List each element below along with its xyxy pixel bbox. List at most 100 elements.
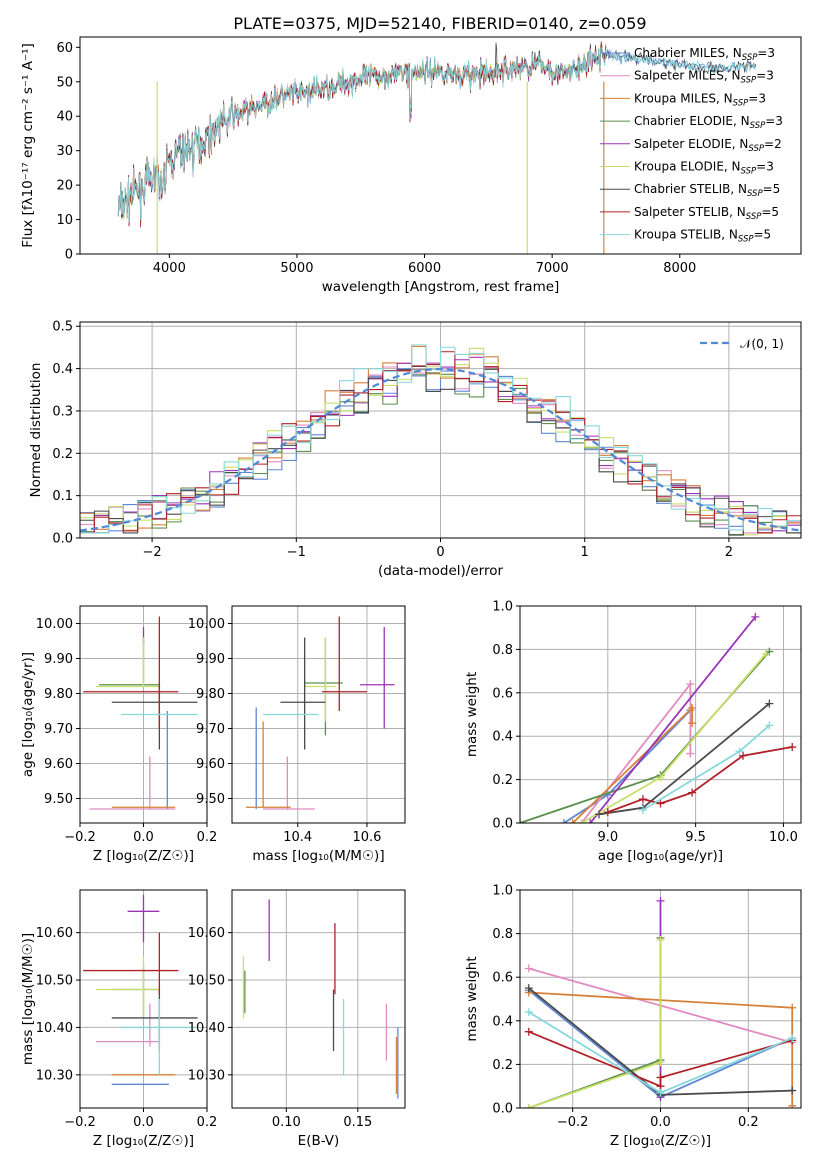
normal-curve — [80, 367, 801, 532]
x-tick-label: 0.0 — [133, 1115, 154, 1130]
legend-label: Kroupa MILES, NSSP=3 — [634, 91, 766, 108]
weight-marker — [751, 612, 760, 621]
y-tick-label: 0.8 — [492, 643, 513, 658]
y-tick-label: 0.5 — [52, 320, 73, 335]
chart-title: PLATE=0375, MJD=52140, FIBERID=0140, z=0… — [233, 14, 646, 33]
x-tick-label: 0.0 — [133, 830, 154, 845]
y-tick-label: 0.0 — [492, 817, 513, 832]
axes-frame — [79, 321, 802, 539]
y-tick-label: 0.4 — [52, 362, 73, 377]
axes-frame — [79, 605, 208, 824]
histogram-step — [80, 347, 801, 536]
x-axis-label: Z [log₁₀(Z/Z☉)] — [93, 1133, 194, 1149]
x-tick-label: 4000 — [153, 261, 186, 276]
plot-area — [117, 41, 757, 254]
weight-marker — [688, 788, 697, 797]
weight-marker — [524, 984, 533, 993]
x-tick-label: 0.2 — [738, 1115, 759, 1130]
weight-marker — [688, 703, 697, 712]
panel-spectrum: 4000 5000 6000 7000 8000 0 10 20 30 40 50 60 wavelen… — [20, 36, 802, 295]
x-tick-label: 5000 — [280, 261, 313, 276]
weight-marker — [788, 1003, 797, 1012]
axes-frame — [231, 605, 406, 824]
x-tick-label: 7000 — [536, 261, 569, 276]
y-tick-label: 20 — [56, 179, 73, 194]
panel-age-vs-mass: 10.4 10.6 9.50 9.60 9.70 9.80 9.90 10.00 mass [l… — [188, 605, 406, 864]
y-tick-label: 10.00 — [36, 617, 73, 632]
x-tick-label: −1 — [287, 545, 306, 560]
weight-marker — [788, 1086, 797, 1095]
y-tick-label: 9.80 — [44, 687, 73, 702]
y-tick-label: 10.30 — [36, 1068, 73, 1083]
y-tick-label: 0.1 — [52, 489, 73, 504]
x-tick-label: 10.4 — [283, 830, 312, 845]
y-tick-label: 9.90 — [44, 652, 73, 667]
spectrum-line — [117, 43, 607, 223]
x-tick-label: 8000 — [663, 261, 696, 276]
y-tick-label: 10.60 — [188, 926, 225, 941]
axes-frame — [79, 36, 802, 255]
panel-mass-weight-vs-Z: −0.2 0.0 0.2 0.0 0.2 0.4 0.6 0.8 1.0 Z [log₁₀(Z/Z… — [464, 884, 802, 1149]
axes-frame — [79, 889, 208, 1109]
y-axis-label: mass weight — [464, 956, 480, 1041]
y-axis-label: age [log₁₀(age/yr)] — [20, 652, 36, 777]
weight-marker — [568, 819, 577, 823]
panel-age-vs-Z: −0.2 0.0 0.2 9.50 9.60 9.70 9.80 9.90 10.00 Z [lo… — [20, 605, 218, 864]
weight-marker — [739, 751, 748, 760]
histogram-step — [80, 365, 801, 536]
weight-line — [607, 746, 793, 813]
y-tick-label: 9.60 — [196, 757, 225, 772]
spectrum-line — [117, 41, 607, 228]
weight-marker — [559, 819, 568, 823]
weight-marker — [524, 964, 533, 973]
y-tick-label: 10.50 — [36, 974, 73, 989]
weight-marker — [638, 795, 647, 804]
weight-marker — [656, 1058, 665, 1067]
weight-line — [520, 651, 771, 823]
weight-marker — [603, 808, 612, 817]
y-tick-label: 0.2 — [492, 773, 513, 788]
x-axis-label: E(B-V) — [298, 1133, 340, 1149]
legend: Chabrier MILES, NSSP=3 Salpeter MILES, NS… — [600, 46, 783, 245]
weight-line — [581, 653, 767, 823]
y-tick-label: 10.60 — [36, 926, 73, 941]
x-tick-label: 1 — [581, 545, 589, 560]
spectrum-line — [117, 46, 757, 223]
y-tick-label: 30 — [56, 144, 73, 159]
y-tick-label: 10.00 — [188, 617, 225, 632]
x-tick-label: −0.2 — [64, 1115, 96, 1130]
weight-marker — [656, 799, 665, 808]
y-tick-label: 9.50 — [44, 792, 73, 807]
weight-marker — [595, 810, 604, 819]
x-tick-label: 9.0 — [597, 830, 618, 845]
plot-area — [520, 612, 797, 823]
y-tick-label: 0.0 — [492, 1102, 513, 1117]
y-tick-label: 10.30 — [188, 1068, 225, 1083]
axes-frame — [231, 889, 406, 1109]
weight-marker — [686, 749, 695, 758]
y-tick-label: 0.6 — [492, 686, 513, 701]
y-tick-label: 10.40 — [188, 1021, 225, 1036]
weight-marker — [586, 819, 595, 823]
weight-marker — [788, 1101, 797, 1108]
weight-marker — [765, 721, 774, 730]
weight-marker — [656, 1088, 665, 1097]
spectrum-line — [117, 42, 607, 226]
y-tick-label: 0.2 — [492, 1058, 513, 1073]
plot-area — [245, 616, 395, 810]
plot-area — [80, 344, 801, 536]
legend-label: Salpeter STELIB, NSSP=5 — [634, 205, 779, 222]
y-tick-label: 0.4 — [492, 1014, 513, 1029]
x-tick-label: 10.6 — [352, 830, 381, 845]
plot-area — [83, 616, 198, 810]
x-tick-label: 0.2 — [197, 830, 218, 845]
plot-area — [524, 896, 797, 1108]
panel-mass-weight-vs-age: 9.0 9.5 10.0 0.0 0.2 0.4 0.6 0.8 1.0 age [log₁₀(a… — [464, 600, 802, 864]
y-tick-label: 10 — [56, 213, 73, 228]
legend-label: Salpeter MILES, NSSP=3 — [634, 69, 774, 86]
y-tick-label: 9.50 — [196, 792, 225, 807]
y-axis-label: Normed distribution — [28, 363, 44, 498]
legend-label: Kroupa STELIB, NSSP=5 — [634, 228, 771, 245]
x-axis-label: age [log₁₀(age/yr)] — [598, 848, 723, 864]
x-tick-label: −0.2 — [557, 1115, 589, 1130]
